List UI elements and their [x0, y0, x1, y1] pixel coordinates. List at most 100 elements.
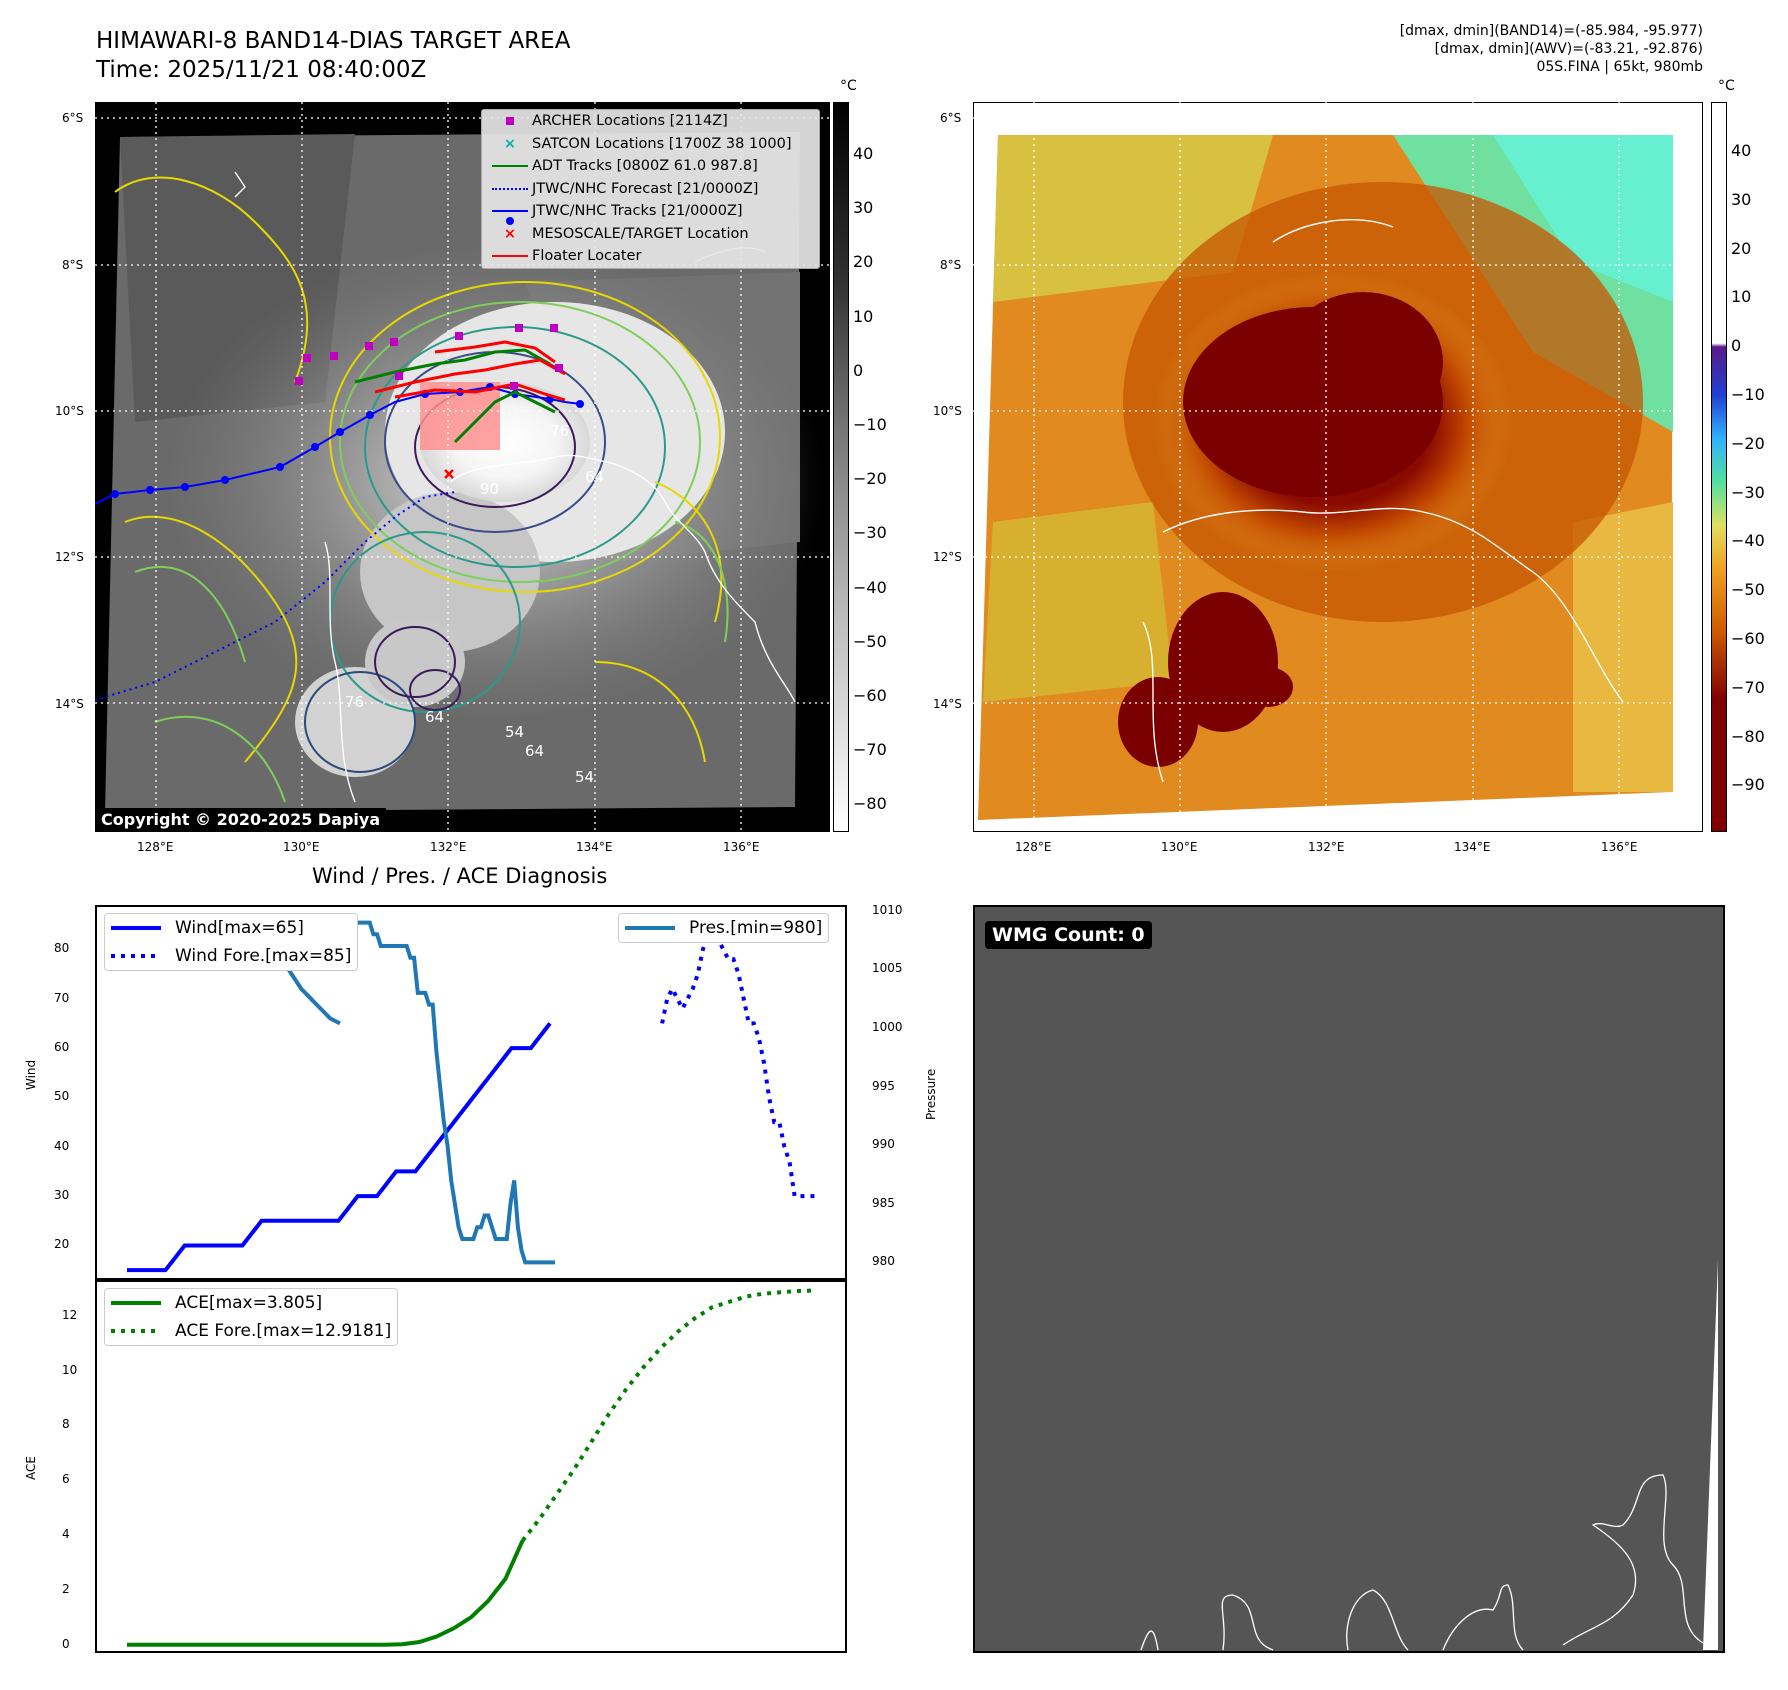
pressure-ytick: 985 — [872, 1195, 895, 1210]
lon-tick: 128°E — [1015, 840, 1052, 854]
colorbar-tick: −50 — [1731, 580, 1765, 600]
colorbar-tick: −20 — [853, 469, 887, 489]
colorbar-color — [1711, 102, 1727, 832]
legend-label: Pres.[min=980] — [689, 918, 823, 938]
lat-tick: 14°S — [55, 697, 84, 711]
colorbar-tick: −80 — [1731, 726, 1765, 746]
copyright: Copyright © 2020-2025 Dapiya — [95, 808, 387, 831]
time-title: Time: 2025/11/21 08:40:00Z — [96, 57, 427, 83]
legend-label: ADT Tracks [0800Z 61.0 987.8] — [532, 158, 758, 175]
lat-tick: 12°S — [55, 550, 84, 564]
colorbar-tick: −10 — [853, 415, 887, 434]
wmg-count-badge: WMG Count: 0 — [985, 921, 1152, 949]
legend-label: Floater Locater — [532, 248, 642, 265]
contour-label: 76 — [345, 693, 364, 711]
legend-wind: Wind[max=65] — [105, 914, 357, 942]
info-block: [dmax, dmin](BAND14)=(-85.984, -95.977) … — [1400, 22, 1703, 76]
legend-label: ARCHER Locations [2114Z] — [532, 113, 728, 130]
colorbar-tick: −10 — [1731, 385, 1765, 404]
ace-ytick: 4 — [62, 1527, 70, 1542]
legend-label: JTWC/NHC Forecast [21/0000Z] — [532, 180, 759, 197]
lon-tick: 136°E — [723, 840, 760, 854]
legend-jtwc-forecast: JTWC/NHC Forecast [21/0000Z] — [482, 178, 819, 201]
diagnosis-title: Wind / Pres. / ACE Diagnosis — [312, 864, 608, 888]
lon-tick: 130°E — [1161, 840, 1198, 854]
lat-tick: 8°S — [940, 258, 962, 272]
colorbar-tick: −70 — [853, 740, 887, 760]
colorbar-tick: 0 — [1731, 336, 1742, 356]
colorbar-tick: 40 — [1731, 141, 1752, 160]
contour-label: 54 — [575, 768, 594, 786]
colorbar-tick: 10 — [853, 306, 874, 326]
wind-ytick: 40 — [54, 1138, 70, 1153]
wind-ytick: 70 — [54, 990, 70, 1005]
colorbar-tick: 20 — [853, 252, 874, 272]
pressure-ytick: 1005 — [872, 961, 903, 976]
pressure-ytick: 990 — [872, 1137, 895, 1152]
ace-ytick: 6 — [62, 1472, 70, 1487]
legend-jtwc-tracks: JTWC/NHC Tracks [21/0000Z] — [482, 200, 819, 226]
legend-label: ACE Fore.[max=12.9181] — [175, 1321, 392, 1341]
colorbar-tick: −80 — [853, 794, 887, 814]
legend-satcon: × SATCON Locations [1700Z 38 1000] — [503, 135, 792, 152]
colorbar-tick: −90 — [1731, 775, 1765, 795]
info-line-2: [dmax, dmin](AWV)=(-83.21, -92.876) — [1434, 41, 1703, 57]
info-line-3: 05S.FINA | 65kt, 980mb — [1536, 59, 1703, 75]
legend-archer: ARCHER Locations [2114Z] — [482, 110, 819, 133]
contour-label: 76 — [550, 422, 569, 440]
pressure-ytick: 980 — [872, 1254, 895, 1269]
ace-legend: ACE[max=3.805] ACE Fore.[max=12.9181] — [104, 1288, 399, 1346]
lat-tick: 14°S — [933, 697, 962, 711]
page-title: HIMAWARI-8 BAND14-DIAS TARGET AREA — [96, 28, 571, 54]
colorbar-tick: −70 — [1731, 677, 1765, 697]
legend-mesoscale: × MESOSCALE/TARGET Location — [503, 225, 749, 242]
wmg-panel — [973, 905, 1725, 1653]
lon-tick: 134°E — [1454, 840, 1491, 854]
legend-label: MESOSCALE/TARGET Location — [532, 225, 749, 242]
ace-axis-label: ACE — [24, 1456, 38, 1480]
colorbar-tick: −60 — [853, 686, 887, 705]
colorbar-gray — [833, 102, 849, 832]
pressure-ytick: 1010 — [872, 902, 903, 917]
info-line-1: [dmax, dmin](BAND14)=(-85.984, -95.977) — [1399, 23, 1703, 39]
colorbar-tick: 30 — [1731, 189, 1752, 209]
ace-ytick: 10 — [62, 1362, 78, 1377]
lon-tick: 130°E — [283, 840, 320, 854]
lat-tick: 10°S — [55, 404, 84, 418]
lon-tick: 132°E — [430, 840, 467, 854]
legend-floater: Floater Locater — [482, 245, 819, 268]
ace-line — [127, 1539, 525, 1647]
contour-label: 54 — [505, 723, 524, 741]
colorbar-tick: 30 — [853, 198, 874, 218]
ace-forecast-line — [521, 1288, 816, 1542]
colorbar-gray-unit: °C — [840, 78, 857, 94]
legend-label: JTWC/NHC Tracks [21/0000Z] — [532, 203, 743, 220]
lat-tick: 12°S — [933, 550, 962, 564]
colorbar-tick: 10 — [1731, 287, 1752, 307]
contour-label: 90 — [480, 480, 499, 498]
jtwc-forecast-track — [95, 491, 456, 701]
lon-tick: 136°E — [1601, 840, 1638, 854]
wind-ytick: 20 — [54, 1237, 70, 1252]
ace-ytick: 8 — [62, 1417, 70, 1432]
colorbar-tick: −30 — [1731, 482, 1765, 502]
pressure-ytick: 1000 — [872, 1020, 903, 1035]
wind-line — [127, 1022, 552, 1273]
pressure-ytick: 995 — [872, 1078, 895, 1093]
legend-label: Wind[max=65] — [175, 918, 304, 938]
legend-pres: Pres.[min=980] — [619, 914, 828, 942]
wind-ytick: 80 — [54, 941, 70, 956]
legend-adt: ADT Tracks [0800Z 61.0 987.8] — [482, 155, 819, 178]
colorbar-tick: −60 — [1731, 629, 1765, 648]
lon-tick: 132°E — [1308, 840, 1345, 854]
legend-wind-fore: Wind Fore.[max=85] — [105, 942, 357, 970]
colorbar-tick: −20 — [1731, 433, 1765, 453]
colorbar-tick: −30 — [853, 523, 887, 543]
wind-ytick: 30 — [54, 1188, 70, 1203]
colorbar-tick: −40 — [1731, 531, 1765, 551]
legend-ace-fore: ACE Fore.[max=12.9181] — [105, 1317, 397, 1345]
wind-ytick: 50 — [54, 1089, 70, 1104]
lat-tick: 6°S — [62, 111, 84, 125]
wind-axis-label: Wind — [24, 1059, 38, 1090]
contour-label: 64 — [585, 468, 604, 486]
